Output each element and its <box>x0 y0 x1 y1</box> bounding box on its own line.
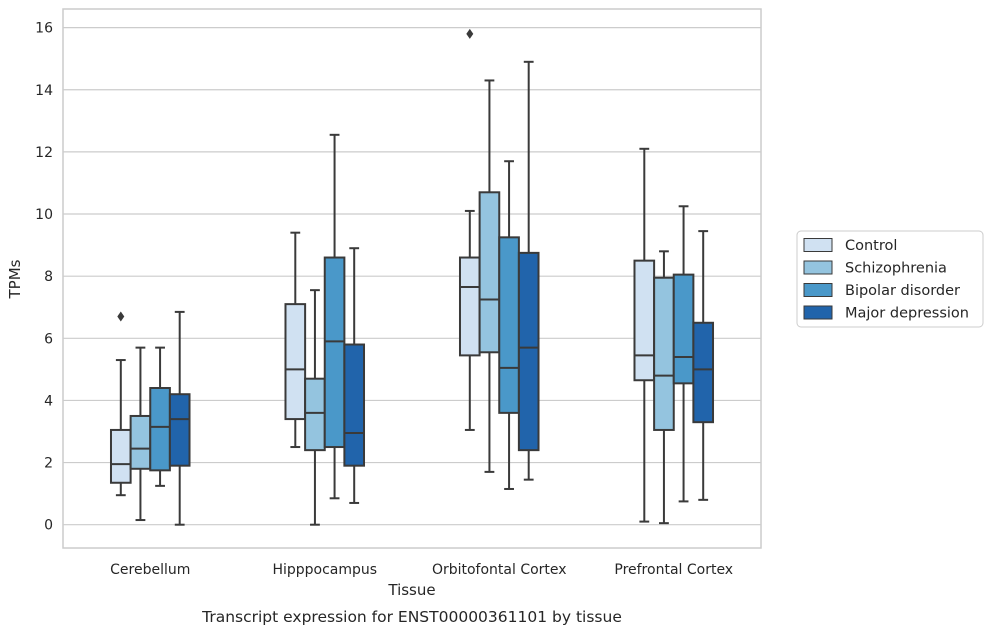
x-axis-ticks: Cerebellum Hipppocampus Orbitofontal Corte… <box>110 562 733 578</box>
box-iqr <box>672 273 695 385</box>
y-tick-label: 10 <box>35 207 53 223</box>
box <box>458 28 481 431</box>
y-tick-label: 8 <box>44 269 53 285</box>
box <box>168 310 191 526</box>
box <box>633 147 656 523</box>
box <box>149 346 171 487</box>
legend-label: Schizophrenia <box>845 261 947 277</box>
x-tick-label: Orbitofontal Cortex <box>432 562 567 578</box>
y-axis-ticks: 0 2 4 6 8 10 12 14 16 <box>35 21 53 534</box>
y-tick-label: 14 <box>35 83 53 99</box>
legend: Control Schizophrenia Bipolar disorder Majo… <box>796 230 984 328</box>
box <box>517 60 540 481</box>
box <box>653 250 675 525</box>
outlier-point <box>117 311 125 322</box>
x-tick-label: Prefrontal Cortex <box>614 562 733 578</box>
box-iqr <box>149 387 171 472</box>
box <box>129 346 152 522</box>
boxes <box>109 28 715 526</box>
legend-swatch <box>803 260 833 275</box>
x-tick-label: Cerebellum <box>110 562 190 578</box>
box-iqr <box>633 259 656 382</box>
legend-swatch <box>803 238 833 252</box>
box <box>284 231 307 449</box>
outlier-point <box>466 28 474 39</box>
box-iqr <box>458 256 481 357</box>
y-axis-label: TPMs <box>6 259 24 299</box>
y-tick-label: 6 <box>44 331 53 347</box>
box <box>672 205 695 503</box>
box <box>304 289 326 526</box>
box <box>109 311 132 497</box>
legend-label: Control <box>845 238 897 254</box>
y-tick-label: 2 <box>44 456 53 472</box>
x-axis-label: Tissue <box>387 581 435 599</box>
y-tick-label: 0 <box>44 518 53 534</box>
box <box>343 247 366 504</box>
box <box>498 160 520 490</box>
box-iqr <box>168 393 191 467</box>
box-iqr <box>323 256 346 449</box>
legend-swatch <box>803 305 833 320</box>
y-tick-label: 16 <box>35 21 53 37</box>
y-tick-label: 12 <box>35 145 53 161</box>
legend-label: Bipolar disorder <box>845 283 960 299</box>
box-iqr <box>498 236 520 414</box>
box-iqr <box>343 343 366 467</box>
legend-label: Major depression <box>845 306 969 322</box>
box-iqr <box>692 321 715 424</box>
box-iqr <box>653 276 675 431</box>
box-iqr <box>304 377 326 452</box>
plot-frame <box>62 8 762 549</box>
box-iqr <box>284 303 307 421</box>
box-iqr <box>129 414 152 470</box>
y-tick-label: 4 <box>44 393 53 409</box>
box-iqr <box>109 428 132 484</box>
box <box>692 230 715 501</box>
box-iqr <box>478 191 501 354</box>
legend-swatch <box>803 283 833 297</box>
box-iqr <box>517 251 540 452</box>
box <box>478 79 501 473</box>
x-tick-label: Hipppocampus <box>272 562 377 578</box>
box <box>323 133 346 500</box>
legend-frame <box>796 230 984 328</box>
figure-caption: Transcript expression for ENST0000036110… <box>201 608 622 626</box>
